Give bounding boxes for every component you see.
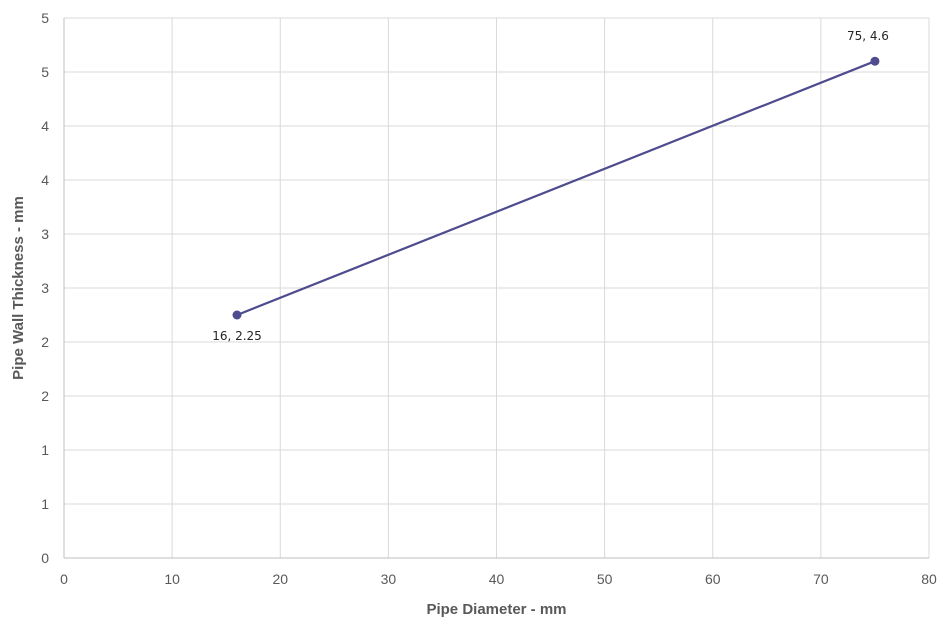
y-tick-label: 0 bbox=[41, 550, 49, 566]
x-axis-title: Pipe Diameter - mm bbox=[426, 601, 566, 618]
x-tick-label: 80 bbox=[921, 571, 937, 587]
x-tick-label: 0 bbox=[60, 571, 68, 587]
x-tick-label: 20 bbox=[272, 571, 288, 587]
y-tick-label: 2 bbox=[41, 388, 49, 404]
data-labels: 16, 2.25 75, 4.6 bbox=[212, 29, 889, 343]
x-tick-label: 30 bbox=[381, 571, 397, 587]
y-axis-title: Pipe Wall Thickness - mm bbox=[10, 196, 27, 380]
y-tick-label: 1 bbox=[41, 496, 49, 512]
y-tick-labels: 0 1 1 2 2 3 3 4 4 5 5 bbox=[41, 10, 49, 566]
axes bbox=[63, 18, 929, 559]
y-tick-label: 3 bbox=[41, 280, 49, 296]
series bbox=[232, 56, 880, 320]
data-point bbox=[870, 56, 880, 66]
series-line bbox=[236, 60, 876, 317]
x-tick-labels: 0 10 20 30 40 50 60 70 80 bbox=[60, 571, 937, 587]
y-tick-label: 2 bbox=[41, 334, 49, 350]
data-point bbox=[232, 310, 242, 320]
x-tick-label: 40 bbox=[489, 571, 505, 587]
y-tick-label: 3 bbox=[41, 226, 49, 242]
gridlines bbox=[64, 17, 930, 558]
y-tick-label: 5 bbox=[41, 64, 49, 80]
y-tick-label: 1 bbox=[41, 442, 49, 458]
x-tick-label: 60 bbox=[705, 571, 721, 587]
data-label: 75, 4.6 bbox=[847, 29, 889, 43]
data-label: 16, 2.25 bbox=[212, 329, 262, 343]
y-tick-label: 4 bbox=[41, 118, 49, 134]
x-tick-label: 10 bbox=[164, 571, 180, 587]
y-tick-label: 5 bbox=[41, 10, 49, 26]
x-tick-label: 70 bbox=[813, 571, 829, 587]
x-tick-label: 50 bbox=[597, 571, 613, 587]
y-tick-label: 4 bbox=[41, 172, 49, 188]
